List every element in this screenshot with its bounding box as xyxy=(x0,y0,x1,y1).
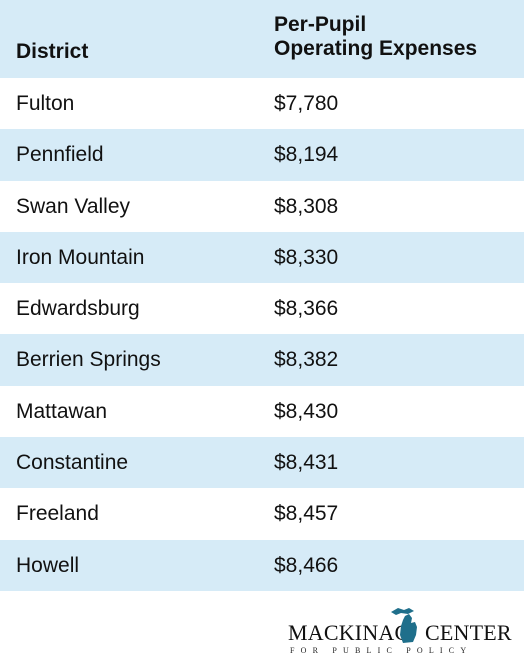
mackinac-center-logo: MACKINAC CENTER FOR PUBLIC POLICY xyxy=(288,602,518,655)
table-row: Pennfield $8,194 xyxy=(0,129,524,181)
logo-tagline: FOR PUBLIC POLICY xyxy=(290,646,473,655)
district-cell: Fulton xyxy=(16,92,75,115)
expense-cell: $8,308 xyxy=(274,194,339,218)
table-row: Freeland $8,457 xyxy=(0,488,524,539)
expense-cell: $8,457 xyxy=(274,502,339,526)
district-cell: Berrien Springs xyxy=(16,348,161,372)
district-cell: Edwardsburg xyxy=(16,297,140,321)
expense-cell: $8,330 xyxy=(274,245,339,269)
district-cell: Constantine xyxy=(16,451,129,475)
table-row: Berrien Springs $8,382 xyxy=(0,334,524,386)
header-expenses-line1: Per-Pupil xyxy=(274,13,367,36)
table-row: Howell $8,466 xyxy=(0,539,524,591)
table-row: Constantine $8,431 xyxy=(0,437,524,489)
table-body: Fulton $7,780 Pennfield $8,194 Swan Valley $8… xyxy=(0,78,524,591)
michigan-map-icon xyxy=(391,608,417,643)
expense-cell: $7,780 xyxy=(274,92,339,115)
district-cell: Iron Mountain xyxy=(16,245,145,269)
table-row: Iron Mountain $8,330 xyxy=(0,231,524,284)
expense-cell: $8,431 xyxy=(274,451,339,475)
expense-cell: $8,430 xyxy=(274,399,339,423)
header-expenses: Per-Pupil Operating Expenses xyxy=(274,13,477,61)
district-cell: Swan Valley xyxy=(16,194,131,218)
logo-name-left: MACKINAC xyxy=(288,620,410,645)
table-row: Edwardsburg $8,366 xyxy=(0,283,524,334)
district-cell: Howell xyxy=(16,553,80,577)
table-row: Fulton $7,780 xyxy=(0,78,524,129)
expense-cell: $8,194 xyxy=(274,143,339,167)
table-row: Swan Valley $8,308 xyxy=(0,181,524,232)
header-expenses-line2: Operating Expenses xyxy=(274,37,478,60)
district-cell: Pennfield xyxy=(16,143,104,167)
district-cell: Mattawan xyxy=(16,399,108,423)
table-row: Mattawan $8,430 xyxy=(0,386,524,437)
header-district: District xyxy=(16,40,89,63)
logo-name-right: CENTER xyxy=(425,620,512,645)
expense-cell: $8,466 xyxy=(274,553,339,577)
expense-cell: $8,382 xyxy=(274,348,339,372)
district-cell: Freeland xyxy=(16,502,99,526)
table-header: District Per-Pupil Operating Expenses xyxy=(0,0,524,78)
expense-cell: $8,366 xyxy=(274,297,339,321)
expenses-table: District Per-Pupil Operating Expenses Fu… xyxy=(0,0,524,591)
